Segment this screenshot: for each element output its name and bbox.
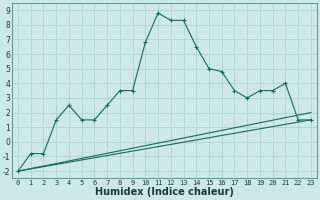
X-axis label: Humidex (Indice chaleur): Humidex (Indice chaleur)	[95, 187, 234, 197]
